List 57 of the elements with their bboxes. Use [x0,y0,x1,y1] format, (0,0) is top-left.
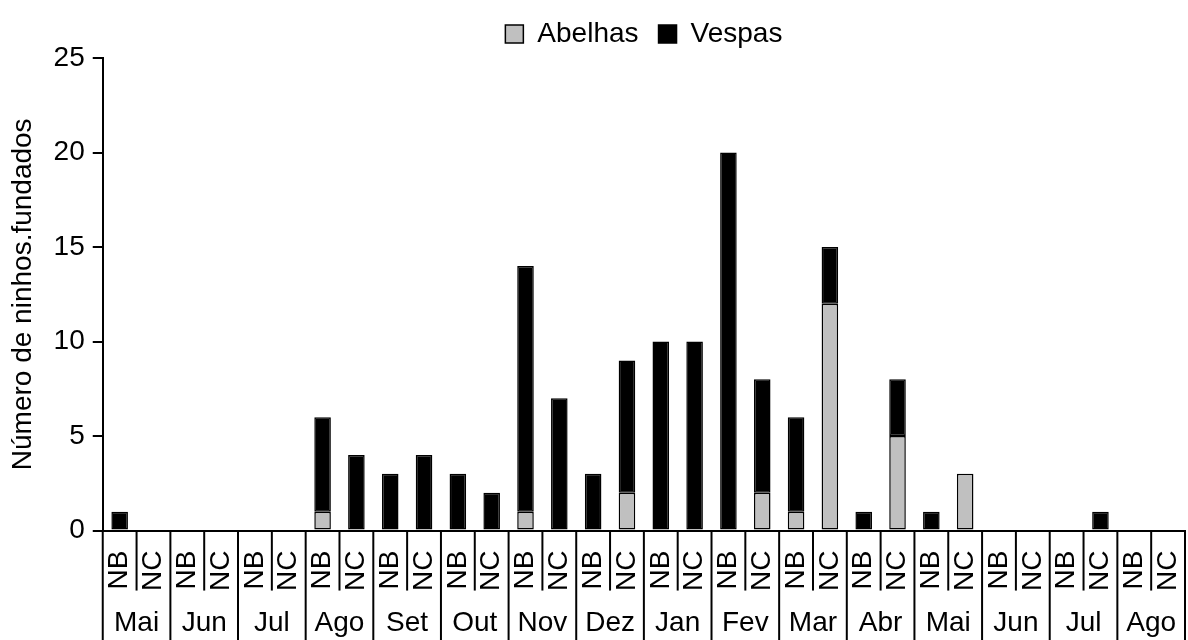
text: Dez [585,606,635,637]
text: Ago [1126,606,1177,637]
x-tick-label: NC [1150,550,1182,592]
x-tick-label: NB [305,550,337,590]
y-tick-label: 0 [69,513,85,545]
x-tick-label: NC [542,550,574,592]
x-tick-label: NC [1083,550,1115,592]
x-tick-label: NB [102,550,134,590]
y-tick-label: 5 [69,418,85,450]
text: Jun [993,606,1039,637]
x-tick-label: NC [744,550,776,592]
text: Nov [517,606,568,637]
x-tick-label: NB [778,550,810,590]
y-axis-title: Número de ninhos.fundados [5,118,37,471]
x-tick-label: NC [1015,550,1047,592]
text: Jul [1065,606,1102,637]
y-tick-label: 15 [53,229,85,261]
text: Abr [858,606,903,637]
x-tick-label: NB [1116,550,1148,590]
legend-label: Abelhas [537,16,639,48]
x-tick-label: NB [914,550,946,590]
x-tick-label: NC [203,550,235,592]
text: Set [386,606,429,637]
x-tick-label: NB [508,550,540,590]
x-tick-label: NC [947,550,979,592]
text: Jan [655,606,701,637]
x-tick-label: NB [1049,550,1081,590]
y-tick-label: 20 [53,135,85,167]
y-tick-label: 10 [53,324,85,356]
x-tick-label: NB [575,550,607,590]
text: Out [452,606,498,637]
x-tick-label: NB [981,550,1013,590]
y-tick-label: 25 [53,40,85,72]
x-tick-label: NB [440,550,472,590]
x-tick-label: NB [170,550,202,590]
legend-label: Vespas [690,16,783,48]
text: Mar [788,606,838,637]
text: Jul [253,606,290,637]
text: Jun [181,606,227,637]
text: Fev [721,606,769,637]
x-tick-label: NC [339,550,371,592]
x-tick-label: NC [474,550,506,592]
x-tick-label: NC [609,550,641,592]
x-tick-label: NC [812,550,844,592]
x-tick-label: NC [880,550,912,592]
x-tick-label: NC [136,550,168,592]
x-tick-label: NB [237,550,269,590]
text: Ago [314,606,365,637]
x-tick-label: NC [677,550,709,592]
x-tick-label: NC [406,550,438,592]
x-tick-label: NB [643,550,675,590]
text: Mai [114,606,160,637]
x-tick-label: NB [372,550,404,590]
x-tick-label: NC [271,550,303,592]
x-tick-label: NB [711,550,743,590]
text: Mai [925,606,971,637]
x-tick-label: NB [846,550,878,590]
